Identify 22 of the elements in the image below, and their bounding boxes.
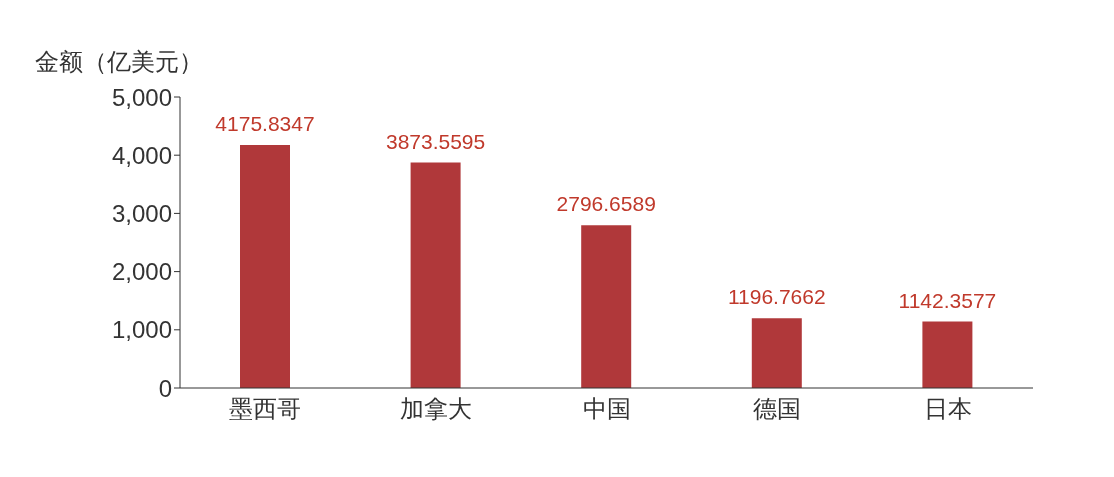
data-label: 2796.6589 — [556, 192, 656, 216]
y-tick-label: 4,000 — [111, 141, 172, 169]
x-tick-label: 墨西哥 — [229, 395, 302, 423]
y-tick-label: 0 — [158, 374, 172, 402]
x-tick-label: 中国 — [582, 395, 631, 423]
y-tick-label: 3,000 — [111, 199, 172, 227]
bar — [751, 318, 802, 388]
x-tick-label: 德国 — [753, 395, 802, 423]
bar — [581, 225, 632, 388]
y-tick-label: 1,000 — [111, 316, 172, 344]
bar — [922, 321, 973, 388]
y-axis-title: 金额（亿美元） — [35, 47, 203, 77]
data-label: 1142.3577 — [898, 288, 997, 312]
data-label: 1196.7662 — [727, 285, 826, 309]
bar — [240, 144, 290, 388]
x-tick-label: 日本 — [923, 395, 972, 423]
x-tick-label: 加拿大 — [399, 395, 472, 423]
bar — [410, 162, 461, 388]
data-label: 4175.8347 — [215, 111, 315, 135]
y-tick-label: 5,000 — [111, 83, 172, 111]
y-tick-label: 2,000 — [111, 258, 172, 286]
data-label: 3873.5595 — [385, 129, 486, 153]
